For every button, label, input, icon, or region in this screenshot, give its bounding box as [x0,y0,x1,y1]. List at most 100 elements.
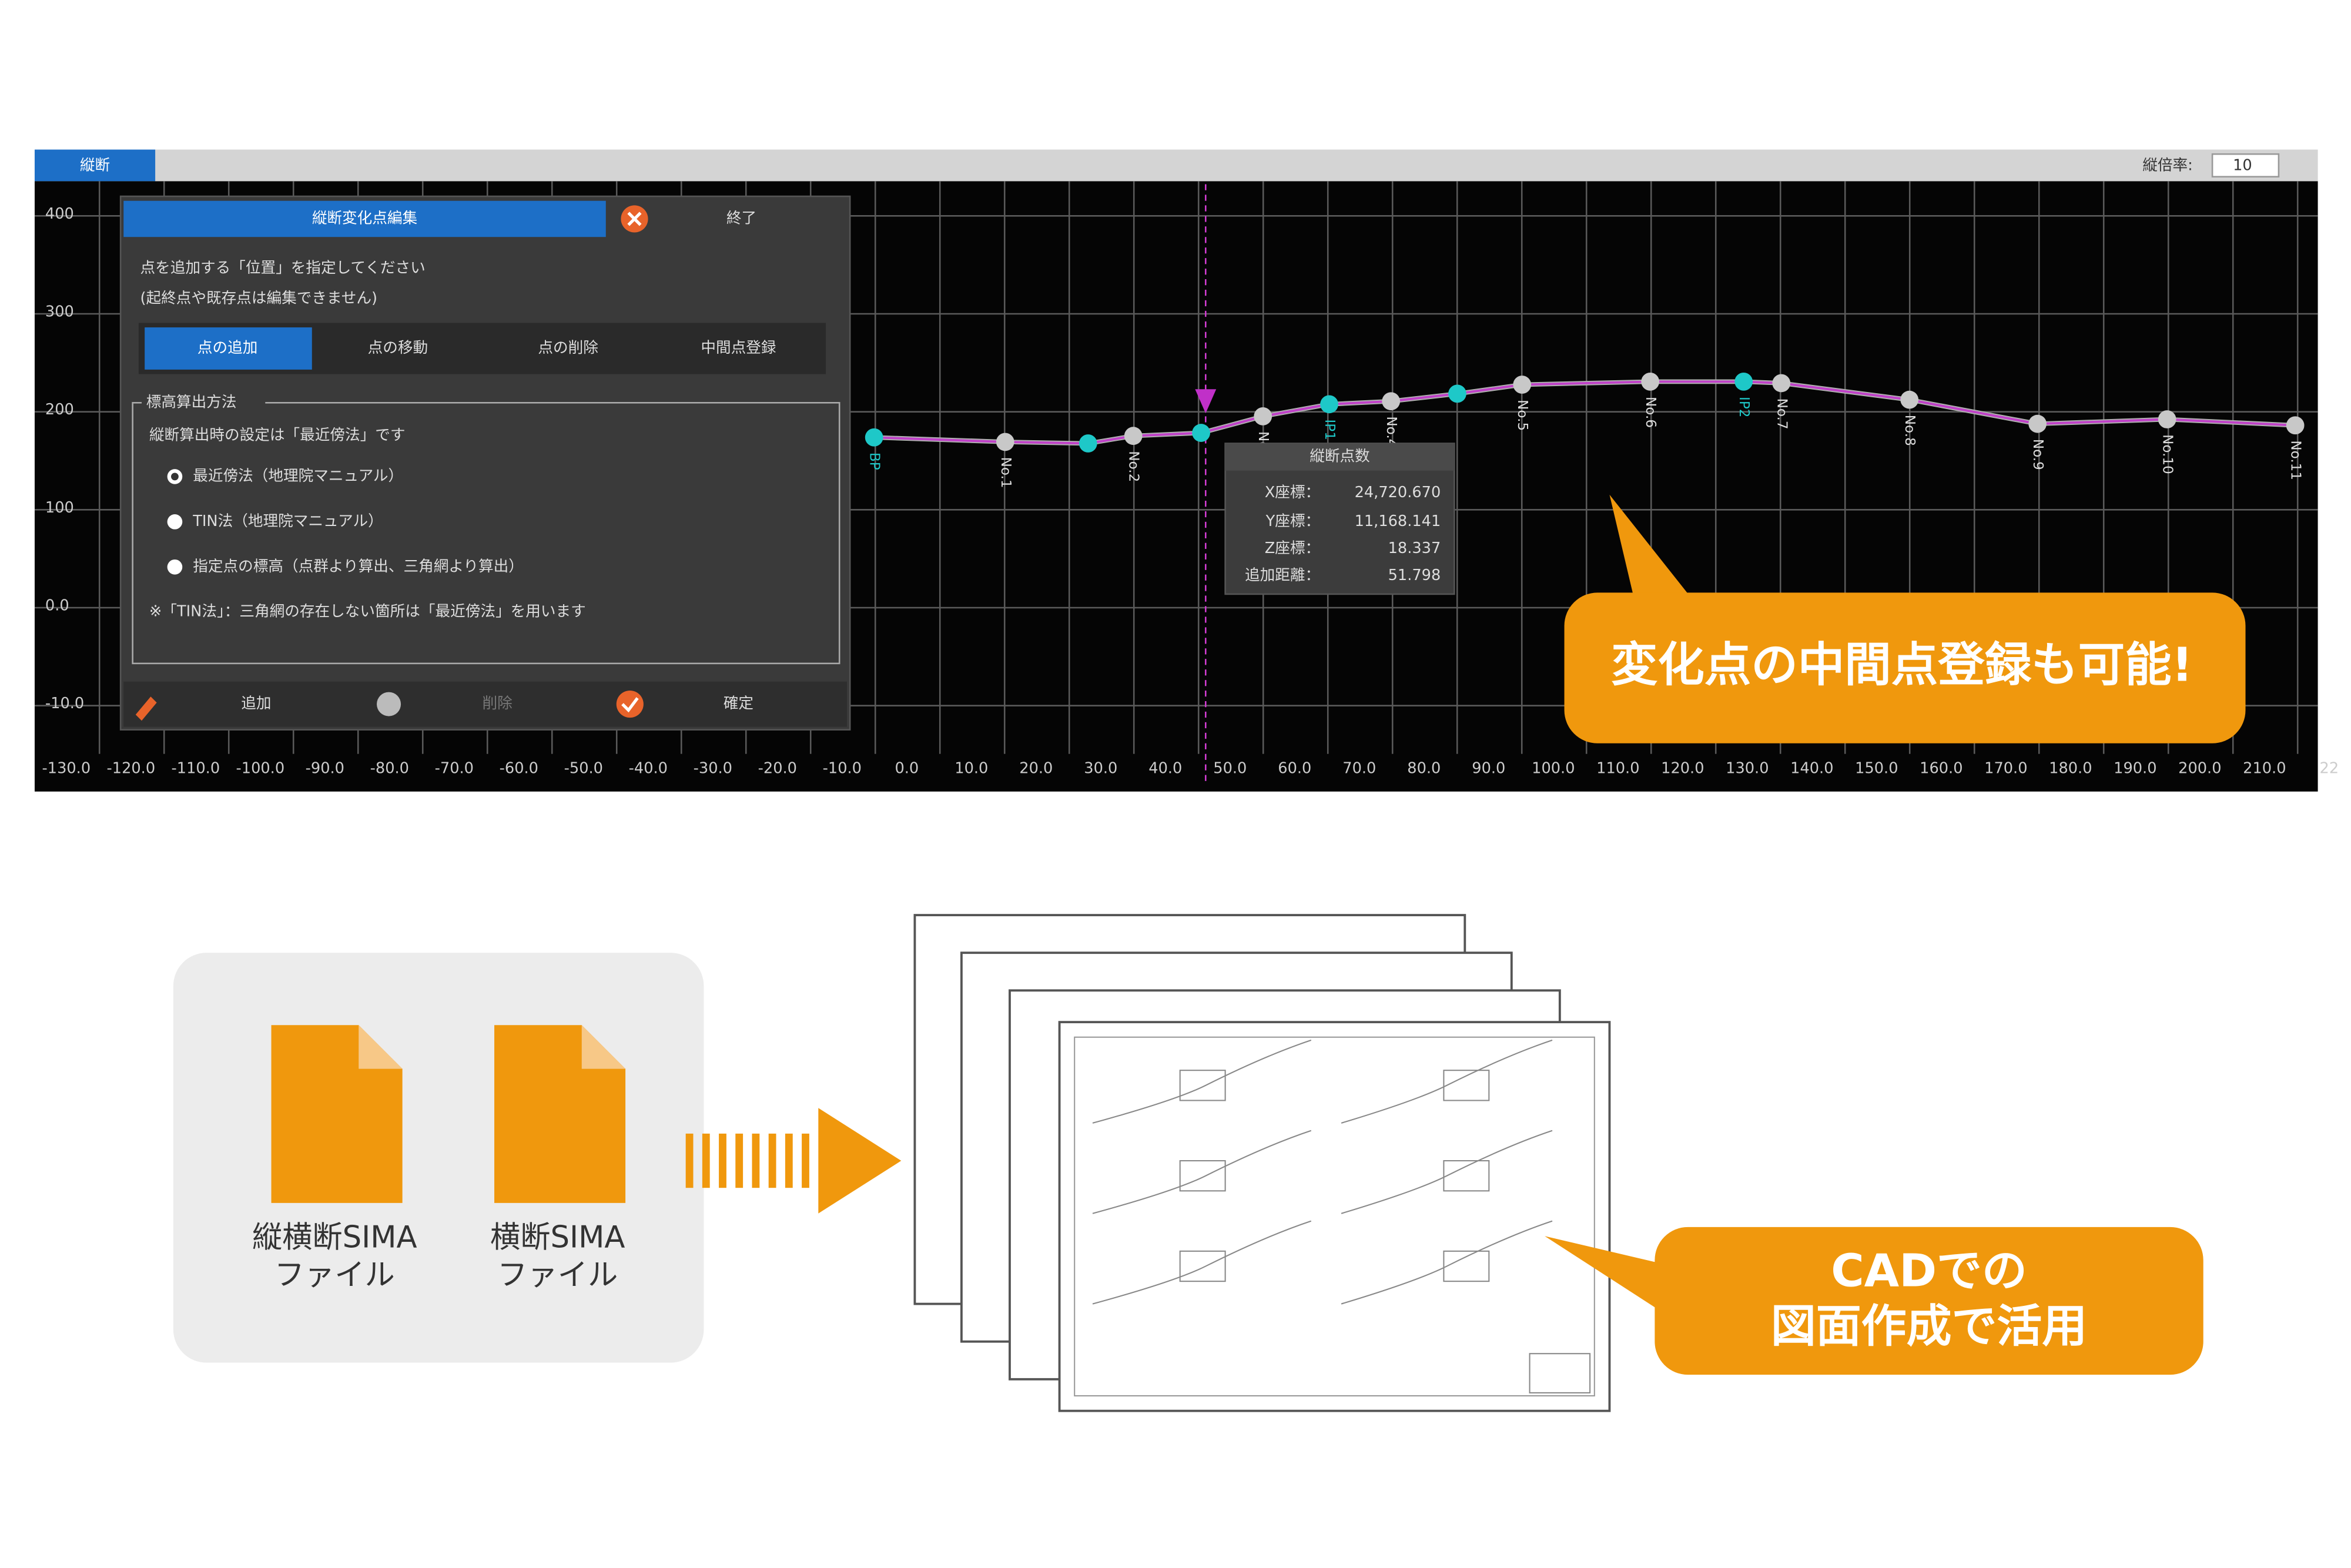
tab-button-label[interactable]: 点の削除 [538,339,598,357]
x-tick-label: -80.0 [370,759,409,777]
x-tick-label: -60.0 [500,759,538,777]
x-tick-label: 0.0 [895,759,919,777]
point[interactable] [1320,395,1338,414]
dialog: 縦断変化点編集 終了 点を追加する「位置」を指定してください (起終点や既存点は… [119,195,851,731]
station-label: No.9 [2030,439,2045,470]
station-label: No.7 [1774,398,1789,430]
station-label: No.2 [1126,451,1141,482]
x-tick-label: -90.0 [306,759,344,777]
x-tick-label: 140.0 [1790,759,1833,777]
x-tick-label: 40.0 [1148,759,1182,777]
point[interactable] [2286,416,2305,435]
callout-bottom: CADでの 図面作成で活用 [1545,1227,2203,1375]
x-tick-label: -20.0 [758,759,797,777]
option-label[interactable]: 最近傍法（地理院マニュアル） [193,467,403,485]
x-tick-label: 60.0 [1278,759,1311,777]
tab-label[interactable]: 縦断 [80,157,110,175]
radio[interactable] [167,559,183,575]
option-label[interactable]: 指定点の標高（点群より算出、三角網より算出） [193,558,524,575]
point[interactable] [1382,392,1401,411]
y-tick-label: 100 [45,499,74,517]
point[interactable] [1641,373,1660,391]
file-label: 縦横断SIMA [252,1219,417,1255]
point[interactable] [1900,390,1919,409]
instruction: (起終点や既存点は編集できません) [140,289,377,307]
callout-text: 図面作成で活用 [1771,1301,2087,1353]
check-icon[interactable] [616,691,644,718]
x-tick-label: 20.0 [1019,759,1053,777]
back-icon[interactable] [377,692,401,716]
tooltip-value: 11,168.141 [1355,512,1441,530]
point[interactable] [1192,424,1210,442]
radio[interactable] [167,514,183,530]
dialog-title: 縦断変化点編集 [312,209,417,227]
x-tick-label: -120.0 [107,759,156,777]
tab-button-label[interactable]: 中間点登録 [701,339,776,357]
toolbar [34,149,2318,182]
x-tick-label: 80.0 [1407,759,1441,777]
point[interactable] [1254,407,1272,425]
tooltip-label: Z座標： [1265,540,1320,557]
file-label: ファイル [274,1257,395,1292]
y-tick-label: 400 [45,205,74,223]
callout-top: 変化点の中間点登録も可能! [1564,494,2246,743]
tooltip-title: 縦断点数 [1310,448,1369,465]
station-label: No.5 [1515,400,1530,431]
ticks: 400 300 200 100 0.0 -10.0 -130.0 -120.0 -110.0 -1… [42,205,2339,778]
x-tick-label: 160.0 [1920,759,1962,777]
tab-button[interactable] [145,327,312,370]
point[interactable] [1513,376,1532,394]
callout-text: 変化点の中間点登録も可能! [1611,638,2193,692]
point[interactable] [1448,384,1466,403]
arrow [685,1108,902,1214]
radio-dot [171,473,179,481]
tooltip-value: 24,720.670 [1355,484,1441,501]
tab-button-label[interactable]: 点の追加 [197,339,257,357]
station-label: IP1 [1322,419,1337,440]
button-label[interactable]: 追加 [241,695,271,712]
tooltip: 縦断点数 X座標： 24,720.670 Y座標： 11,168.141 Z座標… [1224,443,1455,595]
x-tick-label: -40.0 [629,759,668,777]
tooltip-label: 追加距離： [1245,567,1320,584]
station-label: No.6 [1643,397,1658,428]
x-tick-label: -10.0 [823,759,862,777]
button-label[interactable]: 削除 [483,695,513,712]
x-tick-label: 10.0 [955,759,988,777]
point[interactable] [1079,434,1097,453]
drawing-sheets [913,914,1611,1412]
station-label: BP [867,453,882,470]
point[interactable] [1772,374,1791,393]
station-label: No.8 [1902,415,1917,446]
point[interactable] [1734,373,1753,391]
station-label: No.10 [2160,434,2175,474]
close-button[interactable]: 終了 [726,209,756,227]
setting-text: 縦断算出時の設定は「最近傍法」です [149,427,406,444]
y-tick-label: 200 [45,401,74,418]
tooltip-label: X座標： [1265,484,1320,501]
x-tick-label: 90.0 [1472,759,1505,777]
tooltip-value: 18.337 [1388,540,1441,557]
point[interactable] [2028,414,2047,433]
file-icon [494,1025,626,1203]
point[interactable] [996,433,1014,451]
option-label[interactable]: TIN法（地理院マニュアル） [192,512,383,530]
x-tick-label: 200.0 [2178,759,2221,777]
y-tick-label: 300 [45,303,74,320]
scale-value: 10 [2233,157,2252,175]
tab-button-label[interactable]: 点の移動 [368,339,428,357]
point[interactable] [865,428,883,447]
scale-input[interactable] [2211,153,2280,177]
profile-points [865,373,2305,453]
file-label: ファイル [497,1257,618,1292]
x-tick-label: 180.0 [2049,759,2092,777]
point[interactable] [2158,410,2176,428]
cursor-marker [1195,389,1217,414]
tab[interactable] [34,149,156,182]
point[interactable] [1124,427,1143,445]
check-mark [621,697,639,713]
y-tick-label: -10.0 [45,695,84,712]
button-label[interactable]: 確定 [724,695,753,712]
x-tick-label: 120.0 [1661,759,1704,777]
y-tick-label: 0.0 [45,597,69,614]
x-tick-label: 170.0 [1984,759,2027,777]
